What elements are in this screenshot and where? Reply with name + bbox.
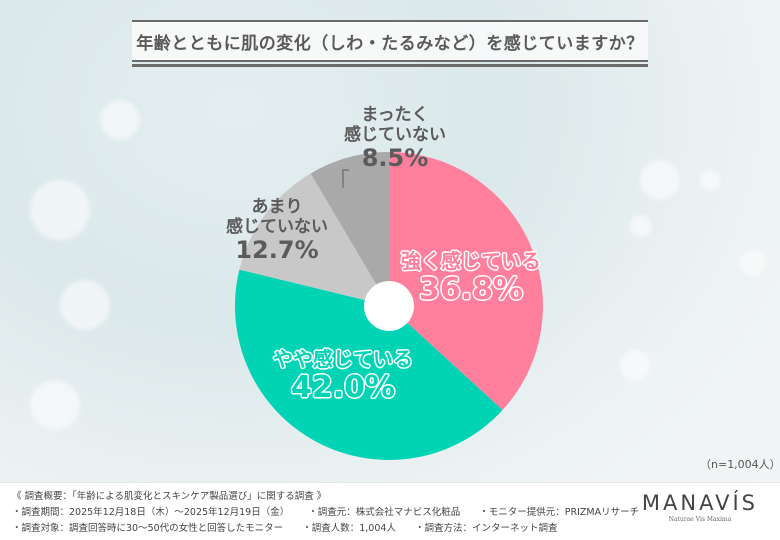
slice-somewhat <box>234 269 503 460</box>
survey-period: ・調査期間：2025年12月18日（木）～2025年12月19日（金） <box>12 507 290 518</box>
survey-line-2: ・調査対象：調査回答時に30～50代の女性と回答したモニター ・調査人数：1,0… <box>12 520 573 534</box>
bokeh-decoration <box>100 100 140 140</box>
survey-provider: ・モニター提供元：PRIZMAリサーチ <box>479 507 640 518</box>
survey-footer: 《 調査概要：「年齢による肌変化とスキンケア製品選び」に関する調査 》 ・調査期… <box>0 482 780 540</box>
bokeh-decoration <box>740 250 766 276</box>
survey-target: ・調査対象：調査回答時に30～50代の女性と回答したモニター <box>12 523 284 534</box>
survey-method: ・調査方法：インターネット調査 <box>414 523 558 534</box>
bokeh-decoration <box>30 180 90 240</box>
label-somewhat: やや感じている 42.0% <box>273 347 413 405</box>
logo-name: MANAVÍS <box>641 491 758 515</box>
label-not-at-all: まったく 感じていない 8.5% <box>344 105 446 173</box>
survey-line-1: ・調査期間：2025年12月18日（木）～2025年12月19日（金） ・調査元… <box>12 504 655 518</box>
donut-hole <box>364 281 414 331</box>
bokeh-decoration <box>30 380 80 430</box>
slice-not-at-all <box>310 152 389 306</box>
survey-count: ・調査人数：1,004人 <box>302 523 396 534</box>
chart-title: 年齢とともに肌の変化（しわ・たるみなど）を感じていますか？ <box>136 33 644 54</box>
label-strong: 強く感じている 36.8% <box>401 249 541 307</box>
bokeh-decoration <box>700 170 720 190</box>
slice-not-much <box>239 173 389 306</box>
label-not-much: あまり 感じていない 12.7% <box>226 197 328 265</box>
bokeh-decoration <box>60 280 110 330</box>
bokeh-decoration <box>640 160 680 200</box>
chart-title-box: 年齢とともに肌の変化（しわ・たるみなど）を感じていますか？ <box>132 20 648 67</box>
survey-organizer: ・調査元：株式会社マナビス化粧品 <box>308 507 461 518</box>
slice-strong <box>389 152 543 411</box>
survey-heading: 《 調査概要：「年齢による肌変化とスキンケア製品選び」に関する調査 》 <box>12 491 327 502</box>
bokeh-decoration <box>630 215 652 237</box>
sample-size-note: （n=1,004人） <box>700 458 780 471</box>
brand-logo: MANAVÍS Naturae Vis Maxima <box>642 491 758 523</box>
leader-line <box>342 169 349 188</box>
bokeh-decoration <box>620 350 650 380</box>
logo-tagline: Naturae Vis Maxima <box>668 516 732 523</box>
